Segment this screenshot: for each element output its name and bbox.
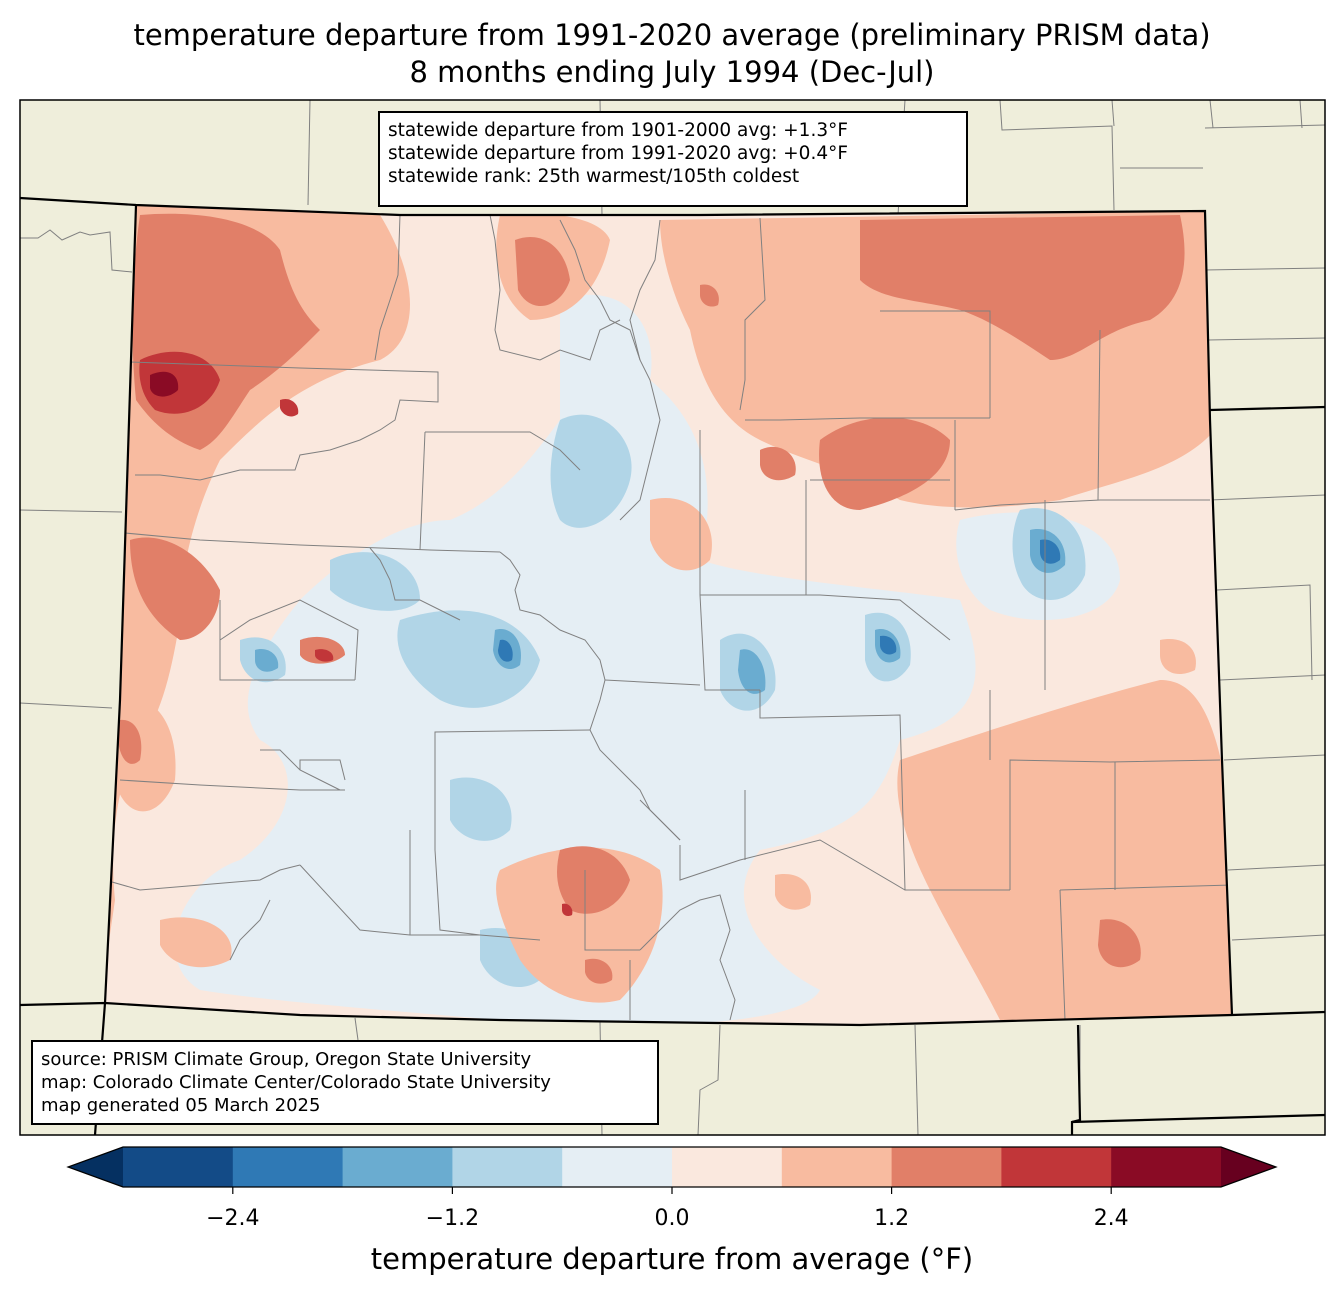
generated-date-line: map generated 05 March 2025	[41, 1095, 321, 1116]
colorbar-outline	[66, 1146, 1278, 1188]
colorbar-tick-label: 0.0	[654, 1206, 690, 1231]
temperature-field	[105, 205, 1232, 1025]
stat-statewide-rank: statewide rank: 25th warmest/105th colde…	[388, 166, 800, 187]
colorbar-bin	[891, 1147, 1002, 1187]
map-credit-line: map: Colorado Climate Center/Colorado St…	[41, 1072, 551, 1093]
colorbar-bin	[781, 1147, 893, 1187]
statewide-stats-box: statewide departure from 1901-2000 avg: …	[378, 111, 968, 207]
stat-1991-2020-departure: statewide departure from 1991-2020 avg: …	[388, 143, 848, 164]
colorbar-bin	[1001, 1147, 1112, 1187]
colorbar-bin	[232, 1147, 344, 1187]
colorbar-tick-label: −2.4	[206, 1206, 260, 1231]
map-title-line-1: temperature departure from 1991-2020 ave…	[133, 18, 1211, 52]
colorbar-bin	[672, 1147, 783, 1187]
map-frame	[19, 99, 1326, 1136]
colorbar-over-arrow	[1221, 1147, 1276, 1187]
colorbar-under-arrow	[68, 1147, 123, 1187]
colorbar-title: temperature departure from average (°F)	[370, 1242, 974, 1276]
colorbar-tick-label: 2.4	[1093, 1206, 1129, 1231]
source-credit-line: source: PRISM Climate Group, Oregon Stat…	[41, 1049, 532, 1070]
colorbar	[66, 1146, 1278, 1194]
source-credit-box: source: PRISM Climate Group, Oregon Stat…	[31, 1040, 659, 1125]
colorbar-bin	[1111, 1147, 1222, 1187]
river-boundaries	[229, 219, 736, 1021]
colorbar-tick-label: 1.2	[874, 1206, 910, 1231]
colorbar-bin	[342, 1147, 453, 1187]
colorbar-bin	[452, 1147, 563, 1187]
county-lines	[105, 214, 1231, 1021]
colorbar-bin	[123, 1147, 234, 1187]
colorbar-tick-label: −1.2	[425, 1206, 480, 1231]
colorbar-bin	[562, 1147, 673, 1187]
stat-1901-2000-departure: statewide departure from 1901-2000 avg: …	[388, 120, 848, 141]
map-title-line-2: 8 months ending July 1994 (Dec-Jul)	[409, 55, 935, 89]
